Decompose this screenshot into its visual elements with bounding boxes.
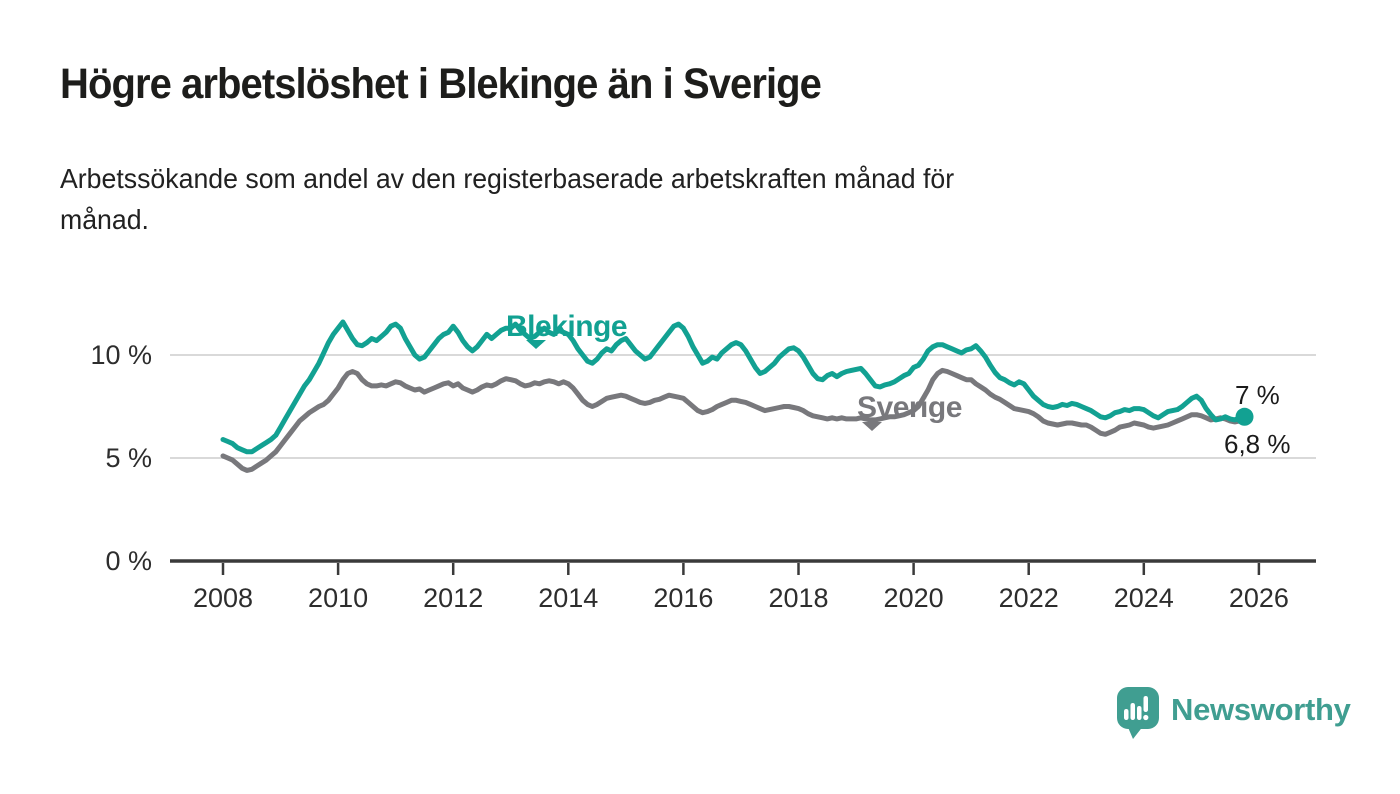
page-title: Högre arbetslöshet i Blekinge än i Sveri… [60, 60, 822, 108]
axis-layer: 0 % 5 % 10 % 2008 2010 2012 2014 2016 2018 2020 20… [90, 340, 1316, 613]
series-layer [220, 319, 1254, 473]
page-subtitle: Arbetssökande som andel av den registerb… [60, 158, 954, 240]
newsworthy-logo-icon [1117, 687, 1159, 739]
x-tick-label: 2010 [308, 583, 368, 613]
arrow-down-icon-blekinge [526, 340, 546, 349]
x-tick-label: 2026 [1229, 583, 1289, 613]
y-tick-label: 5 % [105, 443, 152, 473]
y-tick-label: 0 % [105, 546, 152, 576]
x-tick-label: 2014 [538, 583, 598, 613]
annotation-layer: Blekinge Sverige 7 % 6,8 % [506, 310, 1291, 459]
x-tick-label: 2024 [1114, 583, 1174, 613]
newsworthy-logo: Newsworthy [1116, 686, 1351, 739]
series-label-blekinge: Blekinge [506, 310, 627, 343]
series-label-sverige: Sverige [857, 391, 962, 424]
series-line-blekinge [220, 319, 1247, 455]
x-tick-label: 2012 [423, 583, 483, 613]
y-tick-label: 10 % [90, 340, 152, 370]
end-value-label-blekinge: 7 % [1235, 380, 1280, 410]
x-tick-label: 2022 [999, 583, 1059, 613]
series-line-sverige [220, 367, 1247, 473]
page-subtitle-line1: Arbetssökande som andel av den registerb… [60, 163, 955, 194]
page-subtitle-line2: månad. [60, 204, 149, 235]
newsworthy-logo-text: Newsworthy [1171, 691, 1351, 727]
arrow-down-icon-sverige [862, 422, 882, 431]
x-tick-label: 2008 [193, 583, 253, 613]
x-tick-label: 2018 [768, 583, 828, 613]
x-tick-label: 2016 [653, 583, 713, 613]
grid-layer [170, 354, 1316, 459]
series-end-dot-blekinge [1235, 407, 1254, 426]
end-value-label-sverige: 6,8 % [1224, 429, 1291, 459]
x-tick-label: 2020 [884, 583, 944, 613]
